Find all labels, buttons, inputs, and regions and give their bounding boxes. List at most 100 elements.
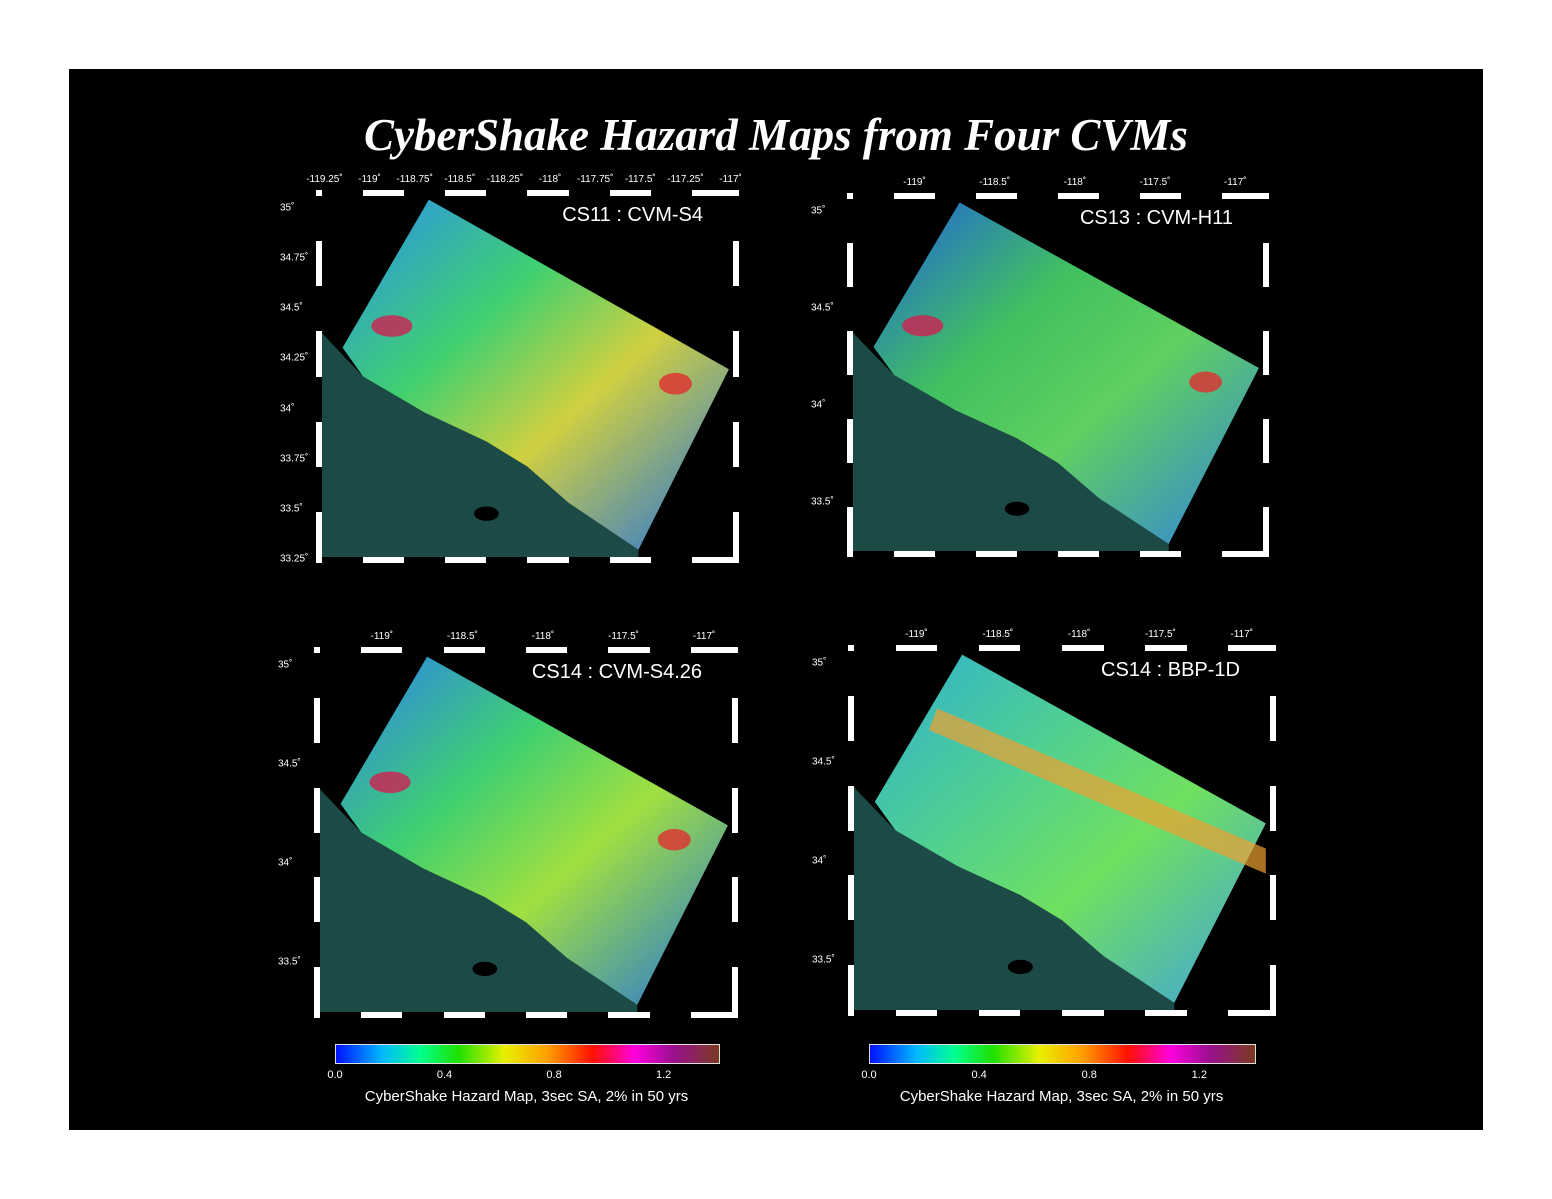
colorbar-tick: 1.2 xyxy=(1191,1069,1207,1081)
scale-ticks xyxy=(847,199,853,551)
latitude-tick: 34˚ xyxy=(278,857,293,869)
colorbar-tick: 0.0 xyxy=(327,1069,343,1081)
hazard-map xyxy=(320,656,728,1012)
map-title: CS14 : BBP-1D xyxy=(1101,659,1240,681)
scale-ticks xyxy=(314,653,320,1012)
map-panel: CS14 : CVM-S4.26 -119˚ -118.5˚ -118˚ -117.5… xyxy=(278,631,738,1018)
longitude-tick: -118.5˚ xyxy=(446,631,478,642)
map-title: CS14 : CVM-S4.26 xyxy=(531,661,702,683)
latitude-tick: 33.5˚ xyxy=(812,954,835,966)
ocean xyxy=(322,333,639,557)
colorbar xyxy=(335,1044,720,1064)
longitude-tick: -118.5˚ xyxy=(979,177,1011,188)
scale-ticks xyxy=(320,1012,732,1018)
ocean xyxy=(853,332,1169,551)
longitude-tick: -117˚ xyxy=(1230,629,1254,640)
longitude-tick: -119.25˚ xyxy=(306,174,343,185)
colorbar-legend: 0.0 0.4 0.8 1.2 CyberShake Hazard Map, 3sec … xyxy=(861,1044,1256,1114)
colorbar-tick: 0.4 xyxy=(971,1069,987,1081)
longitude-tick: -118˚ xyxy=(1067,629,1091,640)
island xyxy=(1004,501,1030,516)
scale-ticks xyxy=(848,651,854,1010)
longitude-tick: -118.5˚ xyxy=(982,629,1014,640)
scale-ticks xyxy=(854,1010,1270,1016)
hazard-region xyxy=(340,656,728,1005)
map-frame: CS13 : CVM-H11 xyxy=(847,193,1269,557)
colorbar-tick: 0.8 xyxy=(546,1069,562,1081)
map-frame: CS14 : BBP-1D xyxy=(848,645,1276,1016)
latitude-tick: 33.5˚ xyxy=(278,956,301,968)
longitude-tick: -117.5˚ xyxy=(608,631,639,642)
map-frame: CS14 : CVM-S4.26 xyxy=(314,647,738,1018)
longitude-tick: -118.5˚ xyxy=(444,174,476,185)
latitude-tick: 35˚ xyxy=(278,659,293,671)
latitude-tick: 33.5˚ xyxy=(280,503,303,515)
hazard-map xyxy=(854,654,1266,1010)
hazard-map xyxy=(322,199,729,557)
longitude-tick: -117.5˚ xyxy=(1139,177,1171,188)
map-panel: CS13 : CVM-H11 -119˚ -118.5˚ -118˚ -117.5˚ -… xyxy=(811,177,1269,557)
longitude-tick: -119˚ xyxy=(903,177,926,188)
colorbar-legend: 0.0 0.4 0.8 1.2 CyberShake Hazard Map, 3sec … xyxy=(327,1044,720,1114)
latitude-tick: 34.75˚ xyxy=(280,252,309,264)
scale-ticks xyxy=(322,557,733,563)
hazard-region xyxy=(873,202,1259,544)
island xyxy=(1007,959,1033,975)
colorbar-tick: 0.0 xyxy=(861,1069,877,1081)
latitude-tick: 35˚ xyxy=(812,657,827,669)
latitude-tick: 35˚ xyxy=(280,202,295,214)
latitude-tick: 34.5˚ xyxy=(811,302,834,314)
latitude-tick: 34.5˚ xyxy=(278,758,301,770)
latitude-tick: 34.5˚ xyxy=(280,302,303,314)
scale-ticks xyxy=(320,647,732,653)
longitude-tick: -119˚ xyxy=(370,631,394,642)
colorbar-label: CyberShake Hazard Map, 3sec SA, 2% in 50… xyxy=(364,1088,689,1105)
scale-ticks xyxy=(1270,651,1276,1010)
scale-ticks xyxy=(853,193,1263,199)
longitude-tick: -118.75˚ xyxy=(396,174,433,185)
map-panel: CS11 : CVM-S4 -119.25˚ -119˚ -118.75˚ -118.… xyxy=(280,174,742,565)
latitude-tick: 35˚ xyxy=(811,205,826,217)
latitude-tick: 34.25˚ xyxy=(280,352,309,364)
longitude-tick: -117˚ xyxy=(692,631,716,642)
colorbar xyxy=(869,1044,1256,1064)
scale-ticks xyxy=(853,551,1263,557)
scale-ticks xyxy=(733,196,739,557)
latitude-tick: 33.75˚ xyxy=(280,453,309,465)
ocean xyxy=(854,787,1175,1010)
map-title: CS13 : CVM-H11 xyxy=(1079,207,1233,229)
longitude-tick: -117.5˚ xyxy=(624,174,656,185)
latitude-tick: 33.25˚ xyxy=(280,553,309,565)
longitude-tick: -118˚ xyxy=(1063,177,1087,188)
longitude-tick: -118.25˚ xyxy=(486,174,524,185)
longitude-tick: -118˚ xyxy=(538,174,562,185)
island xyxy=(474,506,499,521)
longitude-tick: -117.5˚ xyxy=(1144,629,1176,640)
map-title: CS11 : CVM-S4 xyxy=(562,204,703,226)
longitude-tick: -118˚ xyxy=(531,631,555,642)
colorbar-tick: 0.8 xyxy=(1081,1069,1097,1081)
latitude-tick: 34˚ xyxy=(812,855,827,867)
scale-ticks xyxy=(1263,199,1269,551)
slide-title: CyberShake Hazard Maps from Four CVMs xyxy=(364,110,1188,160)
hazard-map xyxy=(853,202,1259,551)
island xyxy=(472,961,498,977)
colorbar-tick: 0.4 xyxy=(436,1069,453,1081)
hotspot xyxy=(369,771,411,794)
colorbar-label: CyberShake Hazard Map, 3sec SA, 2% in 50… xyxy=(899,1088,1224,1105)
scale-ticks xyxy=(322,190,733,196)
longitude-tick: -117.25˚ xyxy=(667,174,704,185)
longitude-tick: -119˚ xyxy=(905,629,928,640)
latitude-tick: 34˚ xyxy=(811,399,826,411)
hotspot xyxy=(1189,371,1222,393)
hazard-region xyxy=(342,199,729,550)
hotspot xyxy=(902,315,944,337)
scale-ticks xyxy=(732,653,738,1012)
hotspot xyxy=(371,315,413,337)
longitude-tick: -117.75˚ xyxy=(576,174,614,185)
map-frame: CS11 : CVM-S4 xyxy=(316,190,739,563)
ocean xyxy=(320,789,638,1012)
latitude-tick: 34.5˚ xyxy=(812,756,835,768)
scale-ticks xyxy=(316,196,322,557)
longitude-tick: -117˚ xyxy=(1223,177,1247,188)
